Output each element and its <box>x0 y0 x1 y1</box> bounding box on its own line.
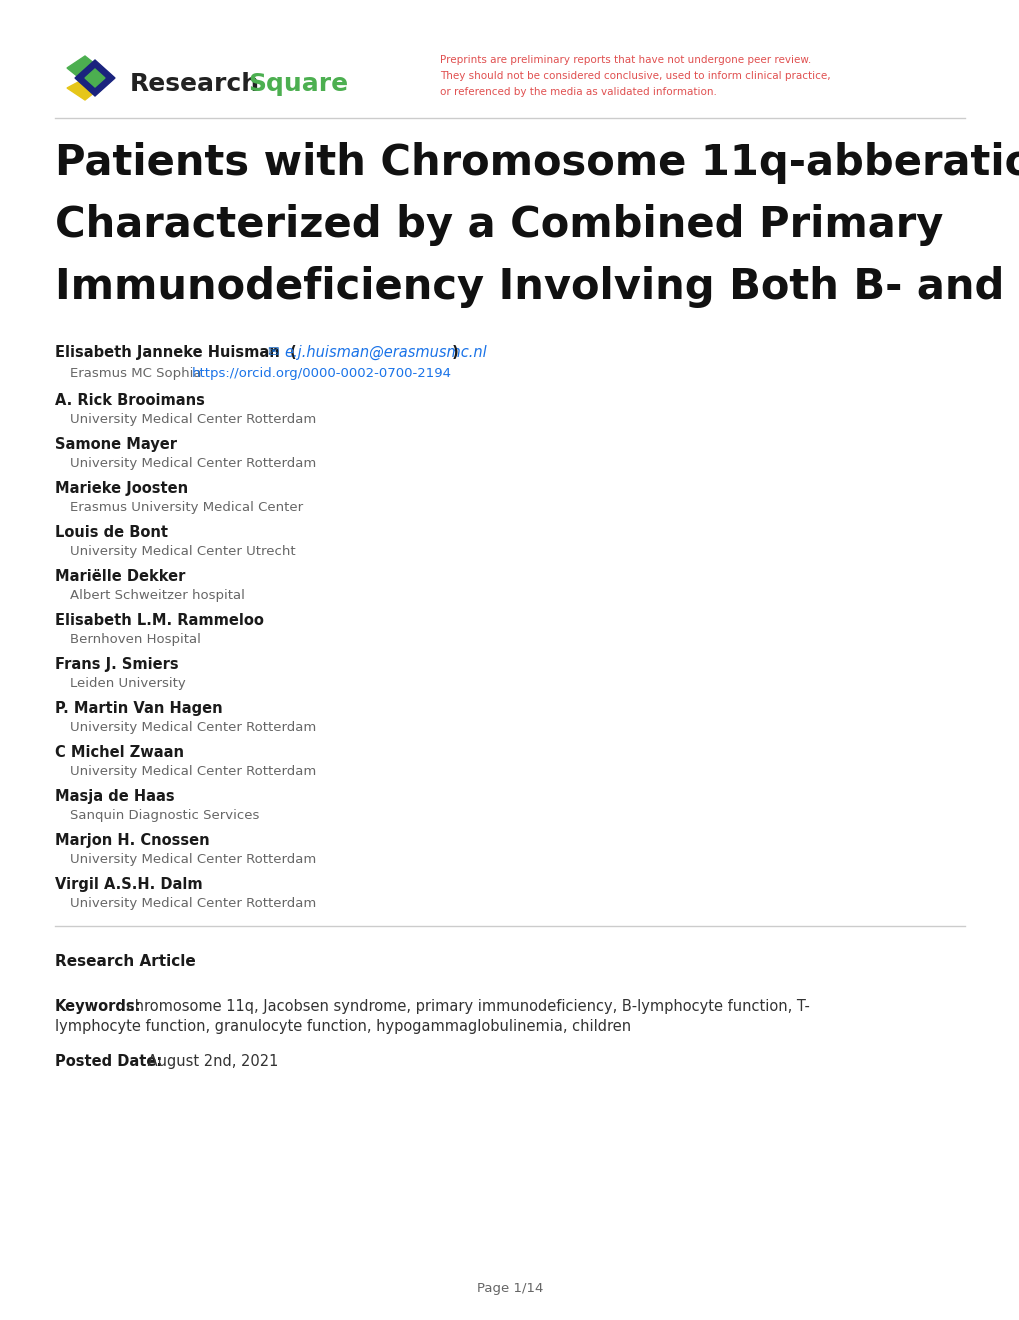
Text: August 2nd, 2021: August 2nd, 2021 <box>144 1053 278 1069</box>
Text: Page 1/14: Page 1/14 <box>476 1282 543 1295</box>
Text: University Medical Center Rotterdam: University Medical Center Rotterdam <box>70 766 316 777</box>
Text: Patients with Chromosome 11q-abberations are: Patients with Chromosome 11q-abberations… <box>55 143 1019 183</box>
Text: Erasmus MC Sophia: Erasmus MC Sophia <box>70 367 214 380</box>
Text: C Michel Zwaan: C Michel Zwaan <box>55 744 183 760</box>
Text: Albert Schweitzer hospital: Albert Schweitzer hospital <box>70 589 245 602</box>
Text: University Medical Center Utrecht: University Medical Center Utrecht <box>70 545 296 558</box>
Text: Keywords:: Keywords: <box>55 999 142 1014</box>
Text: A. Rick Brooimans: A. Rick Brooimans <box>55 393 205 408</box>
Text: Elisabeth Janneke Huisman  (: Elisabeth Janneke Huisman ( <box>55 345 302 360</box>
Text: Samone Mayer: Samone Mayer <box>55 437 177 451</box>
Text: They should not be considered conclusive, used to inform clinical practice,: They should not be considered conclusive… <box>439 71 829 81</box>
Text: Elisabeth L.M. Rammeloo: Elisabeth L.M. Rammeloo <box>55 612 264 628</box>
Text: Posted Date:: Posted Date: <box>55 1053 162 1069</box>
Text: University Medical Center Rotterdam: University Medical Center Rotterdam <box>70 413 316 426</box>
Polygon shape <box>75 59 115 96</box>
Text: Virgil A.S.H. Dalm: Virgil A.S.H. Dalm <box>55 876 203 892</box>
Text: Marieke Joosten: Marieke Joosten <box>55 480 187 496</box>
Text: University Medical Center Rotterdam: University Medical Center Rotterdam <box>70 721 316 734</box>
Text: Sanquin Diagnostic Services: Sanquin Diagnostic Services <box>70 809 259 822</box>
Text: ✉: ✉ <box>267 345 278 359</box>
Text: e.j.huisman@erasmusmc.nl: e.j.huisman@erasmusmc.nl <box>283 345 486 360</box>
Text: University Medical Center Rotterdam: University Medical Center Rotterdam <box>70 457 316 470</box>
Polygon shape <box>67 81 100 100</box>
Text: Square: Square <box>248 73 347 96</box>
Polygon shape <box>67 55 100 81</box>
Polygon shape <box>85 69 105 87</box>
Text: Characterized by a Combined Primary: Characterized by a Combined Primary <box>55 205 943 246</box>
Text: https://orcid.org/0000-0002-0700-2194: https://orcid.org/0000-0002-0700-2194 <box>192 367 451 380</box>
Text: University Medical Center Rotterdam: University Medical Center Rotterdam <box>70 853 316 866</box>
Text: Frans J. Smiers: Frans J. Smiers <box>55 657 178 672</box>
Text: Louis de Bont: Louis de Bont <box>55 525 168 540</box>
Text: University Medical Center Rotterdam: University Medical Center Rotterdam <box>70 898 316 909</box>
Text: P. Martin Van Hagen: P. Martin Van Hagen <box>55 701 222 715</box>
Text: chromosome 11q, Jacobsen syndrome, primary immunodeficiency, B-lymphocyte functi: chromosome 11q, Jacobsen syndrome, prima… <box>121 999 809 1014</box>
Text: Immunodeficiency Involving Both B- and T-lymphocytes: Immunodeficiency Involving Both B- and T… <box>55 267 1019 308</box>
Text: Marjon H. Cnossen: Marjon H. Cnossen <box>55 833 210 847</box>
Text: Research: Research <box>129 73 260 96</box>
Text: Bernhoven Hospital: Bernhoven Hospital <box>70 634 201 645</box>
Text: or referenced by the media as validated information.: or referenced by the media as validated … <box>439 87 716 96</box>
Text: ): ) <box>446 345 459 360</box>
Text: Masja de Haas: Masja de Haas <box>55 789 174 804</box>
Text: Mariëlle Dekker: Mariëlle Dekker <box>55 569 185 583</box>
Text: lymphocyte function, granulocyte function, hypogammaglobulinemia, children: lymphocyte function, granulocyte functio… <box>55 1019 631 1034</box>
Text: Leiden University: Leiden University <box>70 677 185 690</box>
Text: Research Article: Research Article <box>55 954 196 969</box>
Text: Erasmus University Medical Center: Erasmus University Medical Center <box>70 502 303 513</box>
Text: Preprints are preliminary reports that have not undergone peer review.: Preprints are preliminary reports that h… <box>439 55 810 65</box>
